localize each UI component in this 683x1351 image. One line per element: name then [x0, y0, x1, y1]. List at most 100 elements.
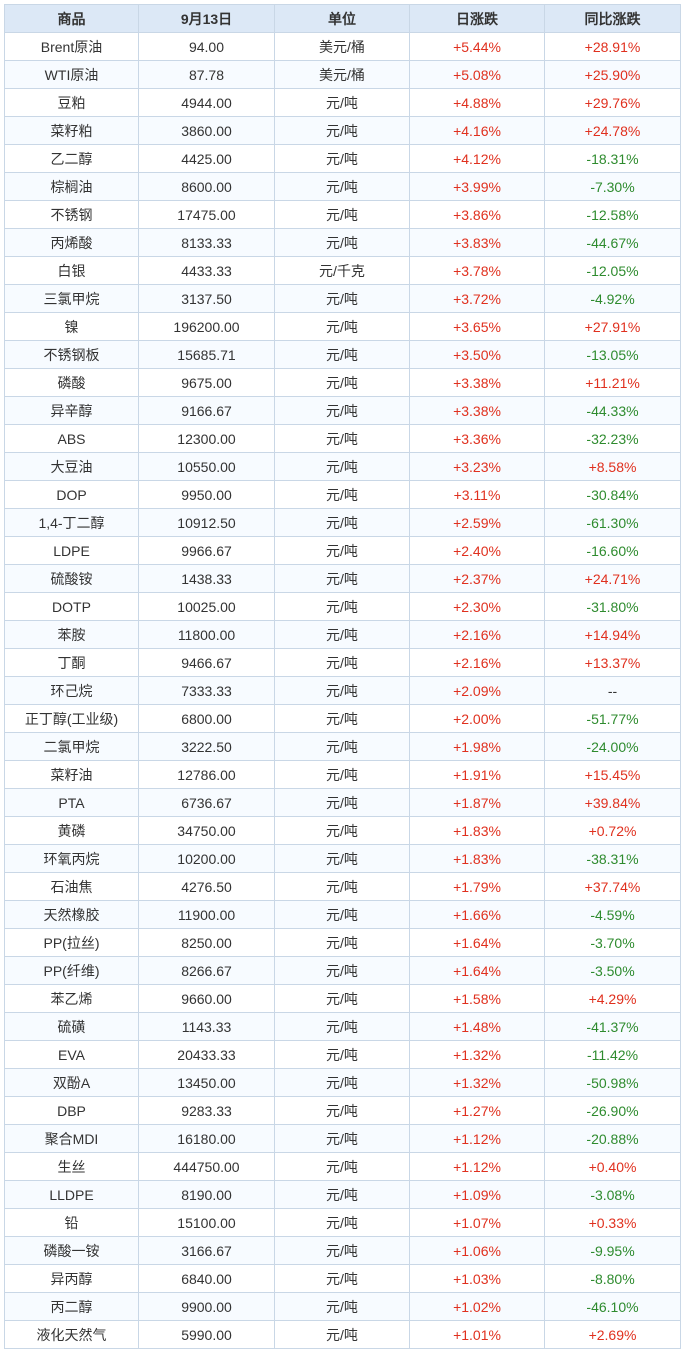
table-header: 商品 9月13日 单位 日涨跌 同比涨跌 [4, 4, 681, 33]
table-row: ABS 12300.00 元/吨 +3.36% -32.23% [4, 424, 681, 453]
cell-yoy-change: +0.72% [544, 816, 681, 845]
table-row: 磷酸一铵 3166.67 元/吨 +1.06% -9.95% [4, 1236, 681, 1265]
cell-daily-change: +1.01% [409, 1320, 545, 1349]
table-row: 黄磷 34750.00 元/吨 +1.83% +0.72% [4, 816, 681, 845]
table-row: 天然橡胶 11900.00 元/吨 +1.66% -4.59% [4, 900, 681, 929]
cell-unit: 元/吨 [274, 480, 410, 509]
cell-price: 8266.67 [138, 956, 275, 985]
cell-daily-change: +2.16% [409, 620, 545, 649]
header-daily-change: 日涨跌 [409, 4, 545, 33]
cell-daily-change: +1.98% [409, 732, 545, 761]
table-row: 液化天然气 5990.00 元/吨 +1.01% +2.69% [4, 1320, 681, 1349]
cell-yoy-change: -31.80% [544, 592, 681, 621]
table-row: 大豆油 10550.00 元/吨 +3.23% +8.58% [4, 452, 681, 481]
cell-unit: 元/吨 [274, 1208, 410, 1237]
cell-price: 10025.00 [138, 592, 275, 621]
cell-price: 9466.67 [138, 648, 275, 677]
cell-yoy-change: +24.78% [544, 116, 681, 145]
cell-commodity: DBP [4, 1096, 139, 1125]
table-row: 聚合MDI 16180.00 元/吨 +1.12% -20.88% [4, 1124, 681, 1153]
table-row: LDPE 9966.67 元/吨 +2.40% -16.60% [4, 536, 681, 565]
cell-daily-change: +5.08% [409, 60, 545, 89]
cell-unit: 元/吨 [274, 984, 410, 1013]
cell-yoy-change: +0.33% [544, 1208, 681, 1237]
cell-price: 3166.67 [138, 1236, 275, 1265]
cell-unit: 元/吨 [274, 760, 410, 789]
cell-commodity: 苯胺 [4, 620, 139, 649]
cell-yoy-change: +2.69% [544, 1320, 681, 1349]
cell-yoy-change: -32.23% [544, 424, 681, 453]
cell-daily-change: +3.11% [409, 480, 545, 509]
cell-commodity: 白银 [4, 256, 139, 285]
cell-commodity: 环氧丙烷 [4, 844, 139, 873]
cell-price: 10200.00 [138, 844, 275, 873]
cell-daily-change: +1.48% [409, 1012, 545, 1041]
cell-unit: 元/吨 [274, 508, 410, 537]
cell-price: 9283.33 [138, 1096, 275, 1125]
cell-commodity: 磷酸 [4, 368, 139, 397]
header-date-price: 9月13日 [138, 4, 275, 33]
cell-daily-change: +2.40% [409, 536, 545, 565]
cell-daily-change: +1.66% [409, 900, 545, 929]
cell-yoy-change: +28.91% [544, 32, 681, 61]
table-row: 二氯甲烷 3222.50 元/吨 +1.98% -24.00% [4, 732, 681, 761]
cell-commodity: WTI原油 [4, 60, 139, 89]
table-row: 石油焦 4276.50 元/吨 +1.79% +37.74% [4, 872, 681, 901]
table-row: PP(拉丝) 8250.00 元/吨 +1.64% -3.70% [4, 928, 681, 957]
table-row: 丙烯酸 8133.33 元/吨 +3.83% -44.67% [4, 228, 681, 257]
cell-unit: 元/吨 [274, 200, 410, 229]
table-row: 不锈钢板 15685.71 元/吨 +3.50% -13.05% [4, 340, 681, 369]
cell-yoy-change: -38.31% [544, 844, 681, 873]
cell-yoy-change: +27.91% [544, 312, 681, 341]
cell-unit: 元/吨 [274, 592, 410, 621]
table-row: 异丙醇 6840.00 元/吨 +1.03% -8.80% [4, 1264, 681, 1293]
cell-unit: 元/吨 [274, 844, 410, 873]
cell-price: 6840.00 [138, 1264, 275, 1293]
cell-daily-change: +1.87% [409, 788, 545, 817]
cell-unit: 元/吨 [274, 1236, 410, 1265]
cell-price: 15100.00 [138, 1208, 275, 1237]
cell-commodity: 异丙醇 [4, 1264, 139, 1293]
cell-commodity: 菜籽油 [4, 760, 139, 789]
cell-commodity: 铅 [4, 1208, 139, 1237]
table-row: PTA 6736.67 元/吨 +1.87% +39.84% [4, 788, 681, 817]
cell-yoy-change: -61.30% [544, 508, 681, 537]
cell-yoy-change: -3.08% [544, 1180, 681, 1209]
cell-daily-change: +1.91% [409, 760, 545, 789]
cell-price: 13450.00 [138, 1068, 275, 1097]
cell-commodity: PTA [4, 788, 139, 817]
cell-unit: 元/吨 [274, 452, 410, 481]
cell-daily-change: +4.16% [409, 116, 545, 145]
cell-yoy-change: -- [544, 676, 681, 705]
cell-yoy-change: +37.74% [544, 872, 681, 901]
cell-daily-change: +3.38% [409, 396, 545, 425]
table-row: 三氯甲烷 3137.50 元/吨 +3.72% -4.92% [4, 284, 681, 313]
cell-daily-change: +1.02% [409, 1292, 545, 1321]
cell-yoy-change: -26.90% [544, 1096, 681, 1125]
cell-price: 9660.00 [138, 984, 275, 1013]
cell-unit: 元/吨 [274, 144, 410, 173]
table-row: DBP 9283.33 元/吨 +1.27% -26.90% [4, 1096, 681, 1125]
cell-commodity: 石油焦 [4, 872, 139, 901]
cell-price: 94.00 [138, 32, 275, 61]
cell-unit: 元/吨 [274, 1180, 410, 1209]
cell-yoy-change: +13.37% [544, 648, 681, 677]
cell-daily-change: +3.38% [409, 368, 545, 397]
cell-commodity: 生丝 [4, 1152, 139, 1181]
table-row: 正丁醇(工业级) 6800.00 元/吨 +2.00% -51.77% [4, 704, 681, 733]
cell-price: 11900.00 [138, 900, 275, 929]
cell-commodity: 乙二醇 [4, 144, 139, 173]
cell-unit: 美元/桶 [274, 60, 410, 89]
cell-commodity: 环己烷 [4, 676, 139, 705]
cell-unit: 元/吨 [274, 340, 410, 369]
cell-price: 1143.33 [138, 1012, 275, 1041]
cell-yoy-change: -46.10% [544, 1292, 681, 1321]
cell-daily-change: +3.99% [409, 172, 545, 201]
cell-price: 8133.33 [138, 228, 275, 257]
header-yoy-change: 同比涨跌 [544, 4, 681, 33]
cell-unit: 元/吨 [274, 1040, 410, 1069]
cell-price: 4425.00 [138, 144, 275, 173]
cell-unit: 元/吨 [274, 872, 410, 901]
cell-price: 12786.00 [138, 760, 275, 789]
table-row: 磷酸 9675.00 元/吨 +3.38% +11.21% [4, 368, 681, 397]
